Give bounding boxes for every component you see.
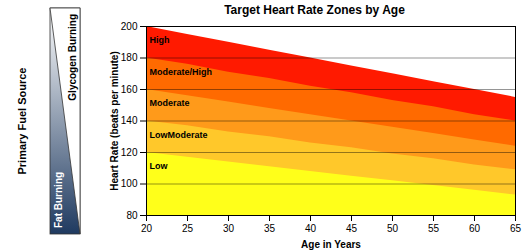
svg-text:30: 30 <box>223 223 235 234</box>
svg-text:35: 35 <box>264 223 276 234</box>
html-text:Target Heart Rate Zones by Age: Target Heart Rate Zones by Age <box>224 3 405 17</box>
svg-text:Age in Years: Age in Years <box>301 239 361 250</box>
svg-text:20: 20 <box>141 223 153 234</box>
svg-text:Moderate: Moderate <box>150 98 190 108</box>
svg-text:180: 180 <box>121 52 138 63</box>
svg-text:Heart Rate (beats per minute): Heart Rate (beats per minute) <box>109 51 120 190</box>
svg-text:High: High <box>150 35 170 45</box>
svg-text:Moderate/High: Moderate/High <box>150 67 213 77</box>
svg-text:LowModerate: LowModerate <box>150 130 208 140</box>
svg-text:80: 80 <box>126 210 138 221</box>
svg-text:100: 100 <box>121 178 138 189</box>
svg-text:Low: Low <box>150 161 169 171</box>
svg-text:40: 40 <box>305 223 317 234</box>
svg-text:60: 60 <box>469 223 481 234</box>
svg-text:200: 200 <box>121 21 138 32</box>
svg-text:45: 45 <box>346 223 358 234</box>
svg-text:Glycogen Burning: Glycogen Burning <box>67 14 78 101</box>
svg-text:140: 140 <box>121 115 138 126</box>
svg-text:65: 65 <box>510 223 522 234</box>
svg-text:55: 55 <box>428 223 440 234</box>
svg-text:Primary Fuel Source: Primary Fuel Source <box>16 68 28 175</box>
svg-text:Fat Burning: Fat Burning <box>53 172 64 228</box>
svg-text:25: 25 <box>182 223 194 234</box>
svg-text:160: 160 <box>121 84 138 95</box>
svg-text:50: 50 <box>387 223 399 234</box>
svg-text:120: 120 <box>121 147 138 158</box>
